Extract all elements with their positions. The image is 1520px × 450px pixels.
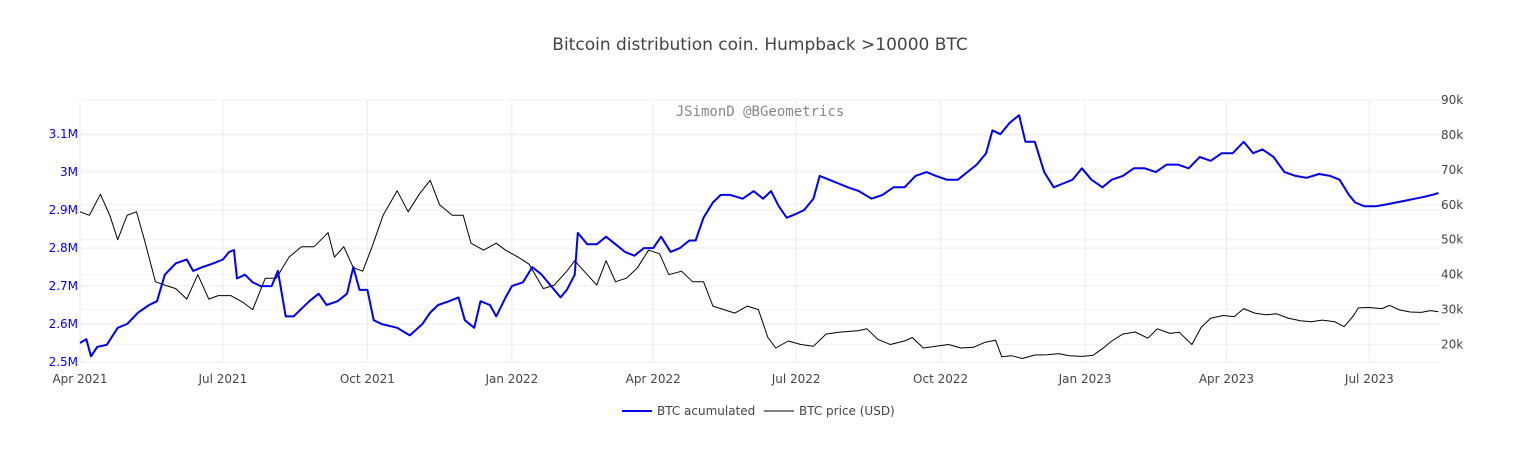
y-right-tick-label: 60k — [1441, 198, 1463, 212]
y-left-tick-label: 2.7M — [49, 279, 78, 293]
series-line-btc-accumulated[interactable] — [79, 114, 1439, 358]
y-right-tick-label: 90k — [1441, 93, 1463, 107]
x-tick-label: Jul 2022 — [771, 372, 821, 386]
legend-label-btc-price[interactable]: BTC price (USD) — [799, 404, 895, 418]
legend-label-btc-accumulated[interactable]: BTC acumulated — [657, 404, 755, 418]
y-left-tick-label: 3M — [60, 165, 78, 179]
y-left-tick-label: 2.8M — [49, 241, 78, 255]
x-tick-label: Jul 2023 — [1344, 372, 1394, 386]
x-tick-label: Oct 2021 — [340, 372, 395, 386]
chart-title: Bitcoin distribution coin. Humpback >100… — [552, 35, 967, 55]
horizontal-gridlines — [80, 99, 1440, 363]
y-left-tick-label: 2.6M — [49, 317, 78, 331]
series-layer — [79, 114, 1439, 359]
x-axis-ticks: Apr 2021 Jul 2021 Oct 2021 Jan 2022 Apr 2022… — [52, 372, 1393, 386]
series-line-btc-price[interactable] — [79, 179, 1439, 359]
y-right-tick-label: 30k — [1441, 303, 1463, 317]
y-left-tick-label: 2.9M — [49, 203, 78, 217]
watermark: JSimonD @BGeometrics — [676, 104, 845, 120]
y-right-axis-ticks: 20k 30k 40k 50k 60k 70k 80k 90k — [1441, 93, 1463, 352]
x-tick-label: Apr 2021 — [52, 372, 107, 386]
y-left-tick-label: 3.1M — [49, 127, 78, 141]
legend[interactable]: BTC acumulated BTC price (USD) — [622, 404, 895, 418]
y-left-axis-ticks: 2.5M 2.6M 2.7M 2.8M 2.9M 3M 3.1M — [49, 127, 78, 369]
x-tick-label: Jan 2023 — [1058, 372, 1112, 386]
x-tick-label: Jul 2021 — [197, 372, 247, 386]
y-right-tick-label: 40k — [1441, 268, 1463, 282]
x-tick-label: Apr 2023 — [1199, 372, 1254, 386]
x-tick-label: Apr 2022 — [626, 372, 681, 386]
x-tick-label: Oct 2022 — [913, 372, 968, 386]
y-right-tick-label: 70k — [1441, 163, 1463, 177]
y-right-tick-label: 80k — [1441, 128, 1463, 142]
x-tick-label: Jan 2022 — [484, 372, 538, 386]
vertical-gridlines — [79, 100, 1370, 362]
y-left-tick-label: 2.5M — [49, 355, 78, 369]
y-right-tick-label: 50k — [1441, 233, 1463, 247]
y-right-tick-label: 20k — [1441, 338, 1463, 352]
